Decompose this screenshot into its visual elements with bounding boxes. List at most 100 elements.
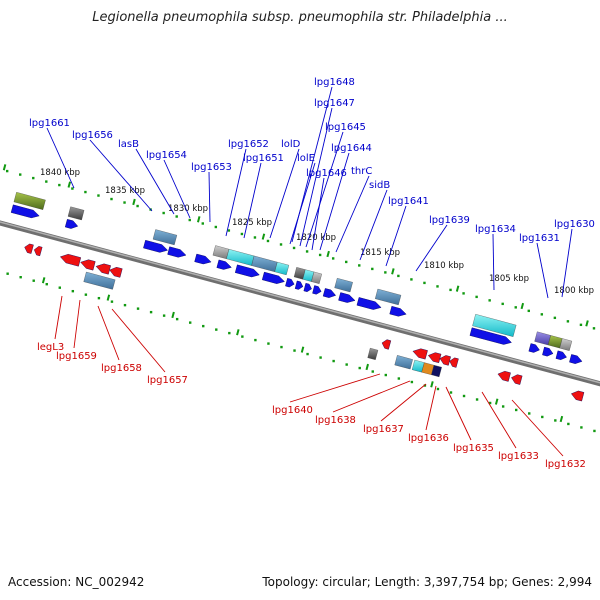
forward-gene-arrow (194, 253, 212, 265)
gene-label-lpg1641: lpg1641 (388, 196, 429, 207)
scale-dot (514, 306, 517, 309)
reverse-gene-arrow (59, 253, 82, 267)
reverse-gene-arrow (439, 355, 451, 366)
scale-dot (475, 295, 478, 299)
leader-line-lpg1654 (163, 159, 191, 219)
leader-line-lpg1630 (561, 228, 573, 298)
scale-tick (365, 363, 369, 371)
scale-dot (554, 419, 557, 422)
feature-box-olive (13, 192, 46, 210)
gene-label-lpg1633: lpg1633 (498, 451, 539, 462)
scale-tick (236, 329, 240, 336)
scale-dot (331, 257, 335, 260)
feature-box-steel (83, 271, 116, 290)
leader-line-lpg1633 (481, 391, 517, 449)
scale-dot (579, 323, 583, 327)
scale-dot (593, 429, 596, 433)
genome-summary-text: Topology: circular; Length: 3,397,754 bp… (262, 575, 592, 589)
scale-tick (67, 181, 72, 188)
scale-dot (292, 246, 296, 250)
scale-label-1815-kbp: 1815 kbp (360, 248, 400, 258)
accession-text: Accession: NC_002942 (8, 575, 145, 589)
feature-box-navy (431, 365, 442, 378)
scale-dot (345, 363, 348, 366)
forward-gene-arrow (143, 239, 168, 253)
gene-label-lpg1659: lpg1659 (56, 351, 97, 362)
scale-dot (201, 222, 204, 225)
scale-dot (384, 271, 387, 274)
scale-label-1835-kbp: 1835 kbp (105, 186, 145, 196)
scale-dot (423, 281, 426, 285)
scale-dot (580, 426, 583, 429)
leader-line-lpg1639 (415, 224, 448, 272)
scale-dot (149, 310, 153, 314)
feature-box-steel (394, 355, 413, 370)
reverse-gene-arrow (427, 352, 442, 364)
scale-dot (188, 218, 191, 222)
gene-label-lpg1644: lpg1644 (331, 143, 372, 154)
gene-label-lpg1630: lpg1630 (554, 219, 595, 230)
scale-dot (6, 272, 9, 275)
leader-line-thrc (335, 175, 370, 253)
gene-label-lpg1645: lpg1645 (325, 122, 366, 133)
leader-line-sidb (359, 189, 388, 261)
scale-label-1825-kbp: 1825 kbp (232, 218, 272, 228)
leader-line-lpg1652 (225, 148, 247, 237)
forward-gene-arrow (469, 327, 512, 345)
map-title: Legionella pneumophila subsp. pneumophil… (92, 10, 508, 25)
gene-label-lasb: lasB (118, 139, 139, 150)
scale-dot (71, 289, 75, 293)
forward-gene-arrow (64, 219, 79, 229)
gene-label-lpg1635: lpg1635 (453, 443, 494, 454)
scale-dot (32, 176, 35, 180)
forward-gene-arrow (528, 343, 540, 353)
scale-dot (514, 408, 518, 412)
leader-line-lpg1645 (305, 131, 344, 248)
scale-dot (227, 229, 231, 232)
reverse-gene-arrow (449, 357, 459, 368)
leader-line-lpg1647 (299, 107, 333, 247)
scale-dot (136, 307, 140, 310)
scale-dot (254, 338, 257, 342)
scale-dot (241, 335, 244, 338)
reverse-gene-arrow (109, 266, 123, 278)
scale-tick (132, 198, 136, 206)
scale-tick (41, 277, 46, 284)
scale-dot (449, 391, 453, 394)
scale-dot (397, 377, 401, 380)
scale-dot (371, 267, 374, 271)
scale-dot (123, 201, 126, 204)
scale-label-1820-kbp: 1820 kbp (296, 233, 336, 243)
scale-dot (175, 215, 178, 218)
scale-dot (267, 342, 270, 345)
gene-label-lpg1653: lpg1653 (191, 162, 232, 173)
scale-tick (391, 268, 395, 275)
gene-label-lpg1632: lpg1632 (545, 459, 586, 470)
scale-tick (494, 398, 499, 405)
gene-label-lpg1639: lpg1639 (429, 215, 470, 226)
gene-label-lpg1661: lpg1661 (29, 118, 70, 129)
feature-box-purple (534, 331, 551, 346)
scale-dot (32, 279, 35, 282)
gene-label-lpg1636: lpg1636 (408, 433, 449, 444)
feature-box-cyan (274, 261, 290, 276)
scale-dot (567, 422, 570, 426)
scale-dot (175, 317, 179, 321)
scale-dot (332, 359, 335, 363)
gene-label-thrc: thrC (351, 166, 372, 177)
leader-line-lpg1640 (289, 373, 381, 403)
reverse-gene-arrow (24, 243, 34, 254)
feature-box-steel (334, 278, 353, 293)
scale-dot (541, 415, 544, 419)
gene-label-lpg1631: lpg1631 (519, 233, 560, 244)
scale-tick (430, 381, 434, 388)
reverse-gene-arrow (95, 263, 111, 275)
scale-dot (110, 300, 114, 303)
leader-line-lpg1632 (511, 399, 564, 457)
gene-label-lole: lolE (297, 153, 315, 164)
scale-tick (520, 302, 525, 310)
leader-line-lpg1661 (46, 127, 75, 189)
leader-line-lpg1638 (332, 380, 411, 413)
scale-dot (58, 183, 61, 187)
